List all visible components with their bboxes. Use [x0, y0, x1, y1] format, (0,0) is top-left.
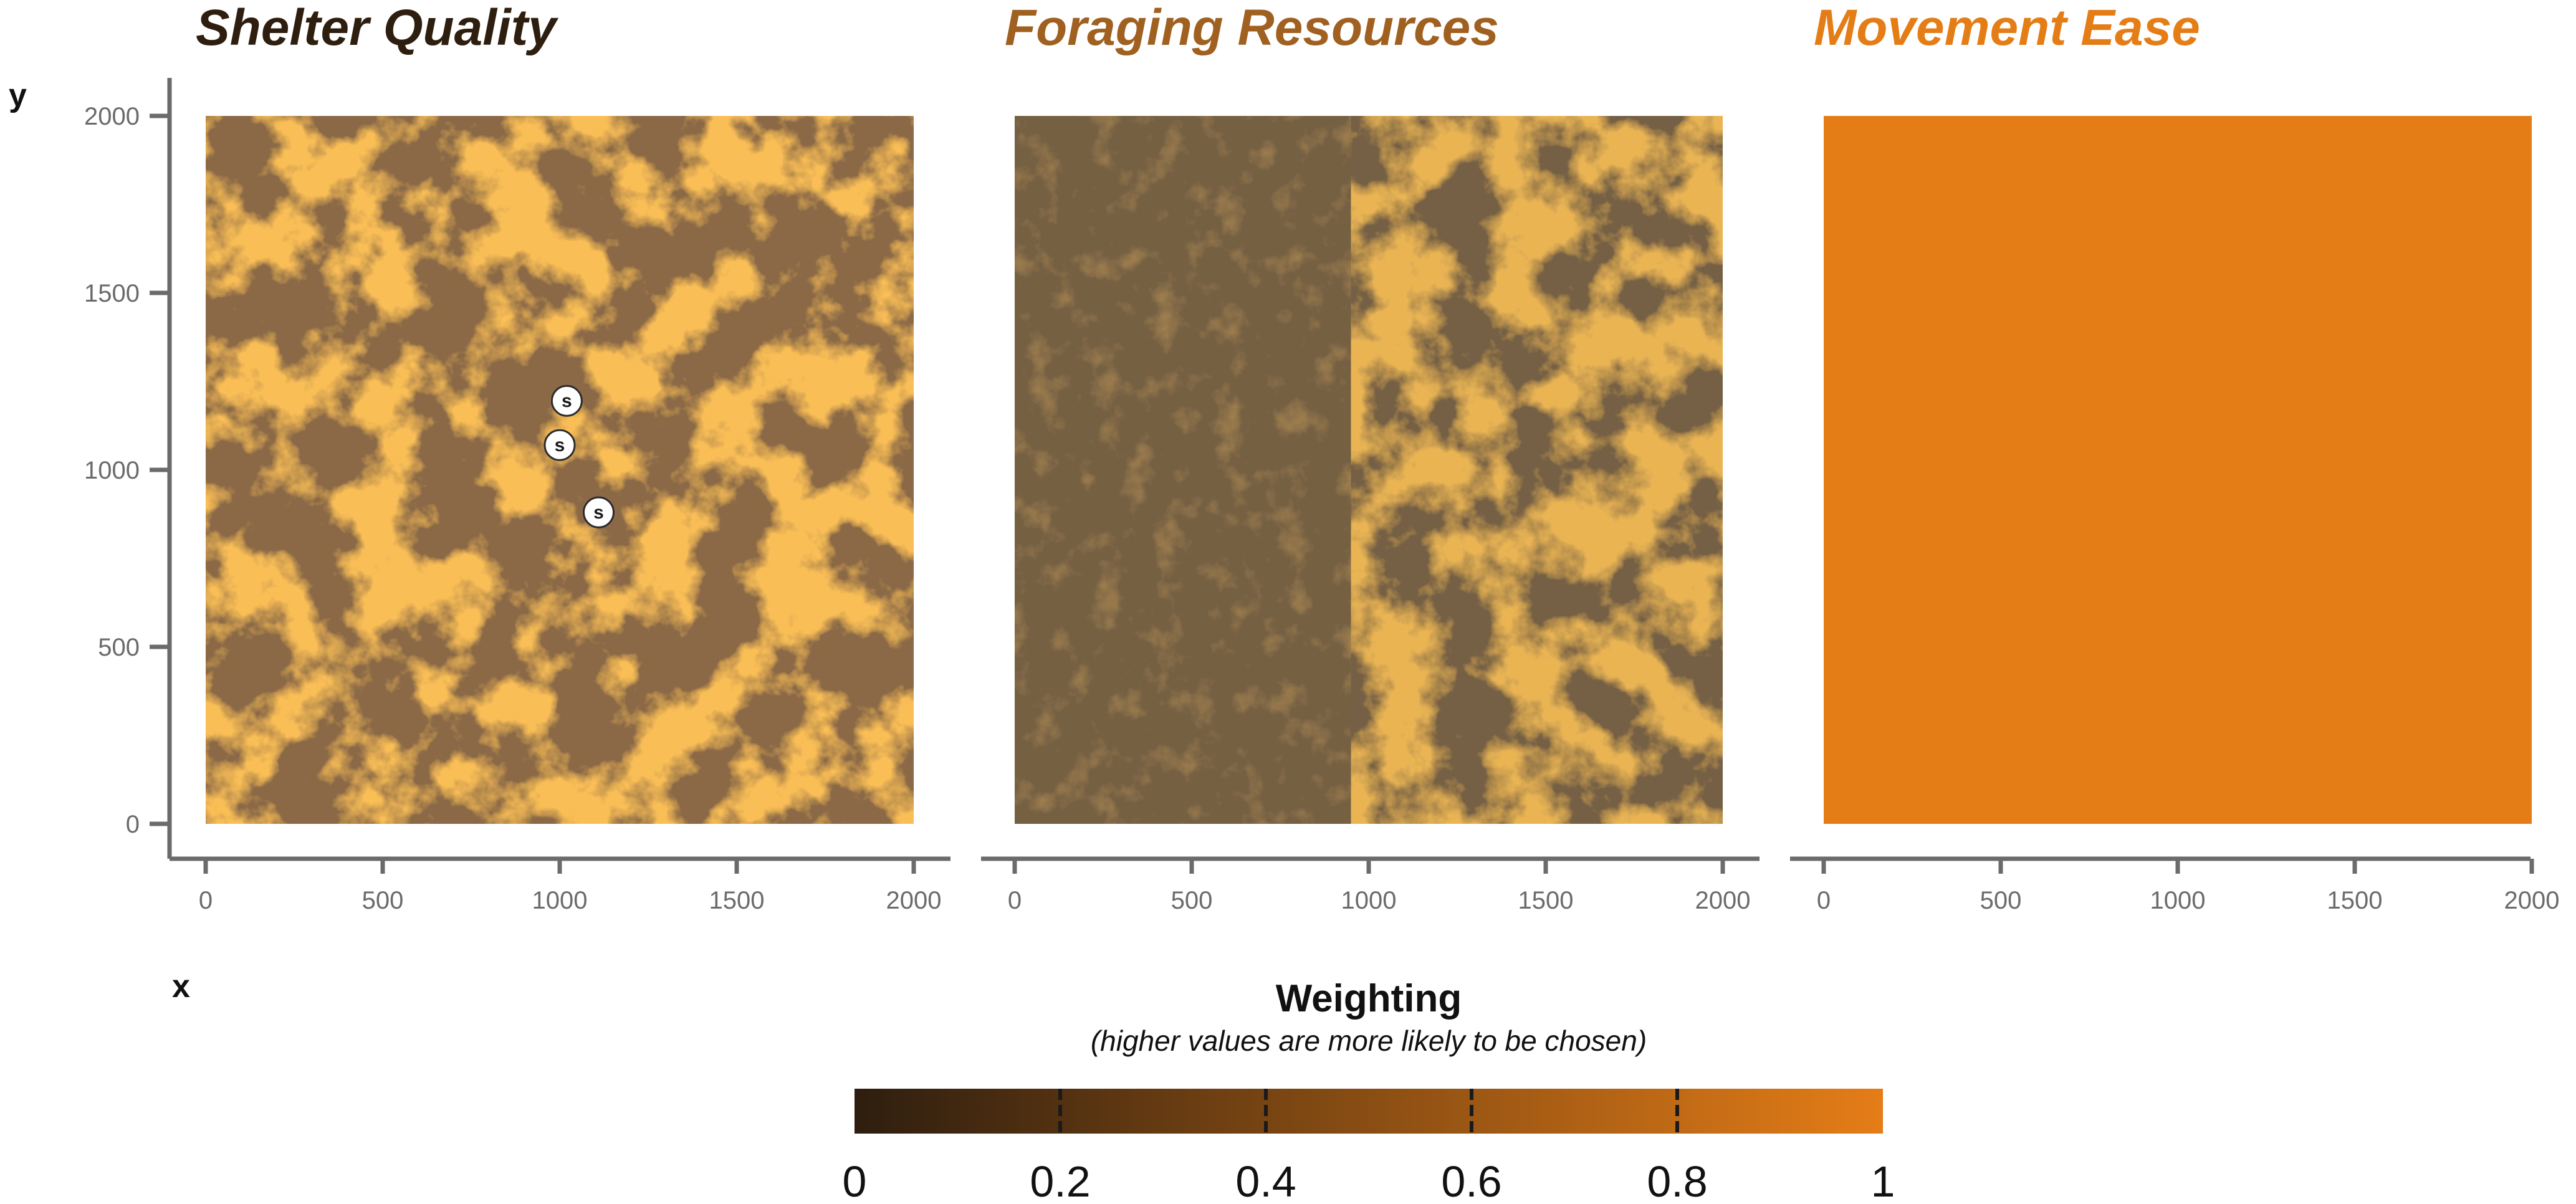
- heatmap-raster-low: [1015, 116, 1351, 824]
- legend-title: Weighting: [1276, 977, 1462, 1020]
- x-tick-label: 1000: [2150, 887, 2206, 914]
- x-axis-label: x: [172, 968, 190, 1005]
- site-marker: [550, 385, 583, 417]
- x-tick-label: 2000: [2504, 887, 2560, 914]
- colorbar-tick-label: 0.8: [1647, 1157, 1707, 1204]
- colorbar-legend: Weighting (higher values are more likely…: [843, 977, 1895, 1204]
- x-tick-label: 500: [362, 887, 404, 914]
- legend-subtitle: (higher values are more likely to be cho…: [1091, 1025, 1647, 1057]
- panel-title: Shelter Quality: [196, 0, 559, 56]
- y-axis-label: y: [9, 77, 27, 113]
- colorbar-tick-label: 1: [1871, 1157, 1895, 1204]
- panel-title: Foraging Resources: [1005, 0, 1499, 56]
- site-marker-label: s: [555, 435, 565, 456]
- site-marker-label: s: [593, 502, 604, 523]
- heatmap-raster-high: [1351, 116, 1723, 824]
- y-tick-label: 500: [98, 634, 140, 661]
- y-tick-label: 1500: [84, 280, 140, 307]
- panel-shelter-quality: Shelter Quality 0 500 1000 1500 2000 0 500 1000 1…: [84, 0, 950, 914]
- x-tick-label: 2000: [886, 887, 942, 914]
- x-tick-label: 1500: [709, 887, 765, 914]
- y-tick-label: 1000: [84, 457, 140, 484]
- x-tick-label: 1000: [532, 887, 588, 914]
- x-tick-label: 0: [1817, 887, 1831, 914]
- x-tick-label: 1500: [2327, 887, 2383, 914]
- x-tick-label: 500: [1980, 887, 2022, 914]
- x-tick-label: 1000: [1341, 887, 1397, 914]
- y-tick-label: 2000: [84, 103, 140, 130]
- colorbar-tick-label: 0: [843, 1157, 867, 1204]
- site-marker-label: s: [562, 391, 572, 411]
- x-tick-label: 0: [1008, 887, 1022, 914]
- site-marker: [543, 429, 576, 461]
- x-tick-label: 500: [1171, 887, 1213, 914]
- colorbar: [855, 1089, 1883, 1134]
- x-tick-label: 0: [199, 887, 213, 914]
- panel-foraging-resources: Foraging Resources 0 500 1000 1500 2000: [981, 0, 1760, 914]
- colorbar-tick-label: 0.6: [1441, 1157, 1501, 1204]
- x-tick-label: 1500: [1518, 887, 1574, 914]
- site-marker: [582, 496, 615, 528]
- panel-title: Movement Ease: [1814, 0, 2200, 56]
- panel-movement-ease: Movement Ease 0 500 1000 1500 2000: [1790, 0, 2559, 914]
- heatmap-raster: [1824, 116, 2532, 824]
- y-tick-label: 0: [126, 811, 140, 838]
- colorbar-tick-label: 0.2: [1030, 1157, 1090, 1204]
- x-tick-label: 2000: [1695, 887, 1751, 914]
- colorbar-tick-label: 0.4: [1235, 1157, 1296, 1204]
- heatmap-raster: [206, 116, 914, 824]
